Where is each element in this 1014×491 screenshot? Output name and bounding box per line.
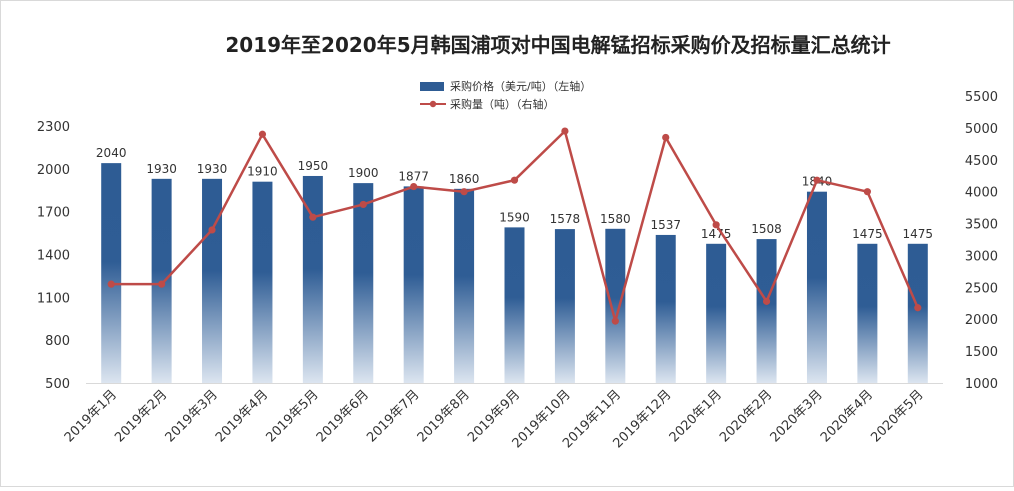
bar bbox=[554, 229, 575, 383]
line-point bbox=[107, 280, 115, 288]
bar-data-label: 1475 bbox=[701, 227, 732, 241]
legend-label-line: 采购量（吨）（右轴） bbox=[450, 97, 555, 111]
bar bbox=[252, 181, 273, 383]
bar bbox=[907, 243, 928, 383]
bar bbox=[454, 188, 475, 383]
line-point bbox=[662, 133, 670, 142]
left-tick-label: 1700 bbox=[37, 206, 70, 221]
bar bbox=[353, 183, 374, 383]
bar-data-label: 1590 bbox=[499, 210, 530, 224]
chart-title: 2019年至2020年5月韩国浦项对中国电解锰招标采购价及招标量汇总统计 bbox=[225, 33, 890, 57]
right-tick-label: 4500 bbox=[965, 154, 998, 169]
right-tick-label: 3000 bbox=[965, 249, 998, 264]
line-point bbox=[561, 127, 569, 135]
right-tick-label: 1000 bbox=[965, 377, 998, 392]
bar-data-label: 1930 bbox=[146, 162, 177, 176]
bar bbox=[706, 243, 727, 383]
bar bbox=[857, 243, 878, 383]
bar bbox=[504, 227, 525, 383]
line-point bbox=[158, 280, 166, 288]
right-y-axis: 1000 1500 2000 2500 3000 3500 4000 4500 5000 5500 bbox=[965, 90, 998, 392]
bar-data-labels: 2040 1930 1930 1910 1950 1900 1877 1860 1590 1578… bbox=[96, 146, 933, 241]
bar-data-label: 1930 bbox=[197, 162, 228, 176]
line-point bbox=[762, 297, 771, 305]
line-point bbox=[813, 176, 821, 184]
bar-data-label: 1508 bbox=[751, 222, 782, 236]
line-point bbox=[510, 176, 519, 184]
bar-data-label: 1475 bbox=[852, 227, 883, 241]
line-point bbox=[359, 200, 367, 209]
bar bbox=[655, 234, 676, 383]
bar-data-label: 1950 bbox=[298, 159, 329, 173]
legend-marker bbox=[429, 100, 437, 108]
bar-data-label: 1877 bbox=[398, 169, 429, 183]
right-tick-label: 2000 bbox=[965, 313, 998, 328]
line-point bbox=[712, 221, 720, 229]
line-point bbox=[460, 188, 468, 196]
bar bbox=[605, 228, 626, 383]
line-point bbox=[410, 182, 418, 191]
bar-data-label: 1580 bbox=[600, 212, 631, 226]
bar-data-label: 1475 bbox=[903, 227, 934, 241]
line-point bbox=[914, 304, 922, 312]
left-tick-label: 500 bbox=[45, 377, 70, 392]
bar-data-label: 1860 bbox=[449, 172, 480, 186]
bar-data-label: 1910 bbox=[247, 165, 278, 179]
line-point bbox=[258, 130, 267, 138]
bar-data-label: 1537 bbox=[650, 218, 681, 232]
bar bbox=[756, 239, 777, 383]
bar-data-label: 1900 bbox=[348, 166, 379, 180]
bar bbox=[202, 178, 223, 383]
legend: 采购价格（美元/吨）（左轴） 采购量（吨）（右轴） bbox=[420, 79, 591, 111]
bar bbox=[302, 175, 323, 383]
right-tick-label: 4000 bbox=[965, 186, 998, 201]
legend-label-bar: 采购价格（美元/吨）（左轴） bbox=[450, 79, 591, 93]
right-tick-label: 2500 bbox=[965, 281, 998, 296]
line-point bbox=[208, 226, 216, 234]
line-point bbox=[309, 213, 317, 221]
right-tick-label: 3500 bbox=[965, 218, 998, 233]
left-tick-label: 1400 bbox=[37, 249, 70, 264]
bar bbox=[101, 163, 122, 383]
right-tick-label: 5500 bbox=[965, 90, 998, 105]
left-y-axis: 500 800 1100 1400 1700 2000 2300 bbox=[37, 120, 70, 392]
right-tick-label: 1500 bbox=[965, 345, 998, 360]
line-series bbox=[107, 127, 922, 325]
bar-data-label: 1578 bbox=[550, 212, 581, 226]
bar bbox=[403, 186, 424, 383]
line-point bbox=[611, 317, 619, 325]
right-tick-label: 5000 bbox=[965, 122, 998, 137]
left-tick-label: 2300 bbox=[37, 120, 70, 135]
left-tick-label: 800 bbox=[45, 334, 70, 349]
line-point bbox=[863, 188, 871, 196]
bar-data-label: 2040 bbox=[96, 146, 127, 160]
left-tick-label: 2000 bbox=[37, 163, 70, 178]
legend-swatch-bar bbox=[420, 82, 444, 91]
left-tick-label: 1100 bbox=[37, 291, 70, 306]
bar bbox=[806, 191, 827, 383]
